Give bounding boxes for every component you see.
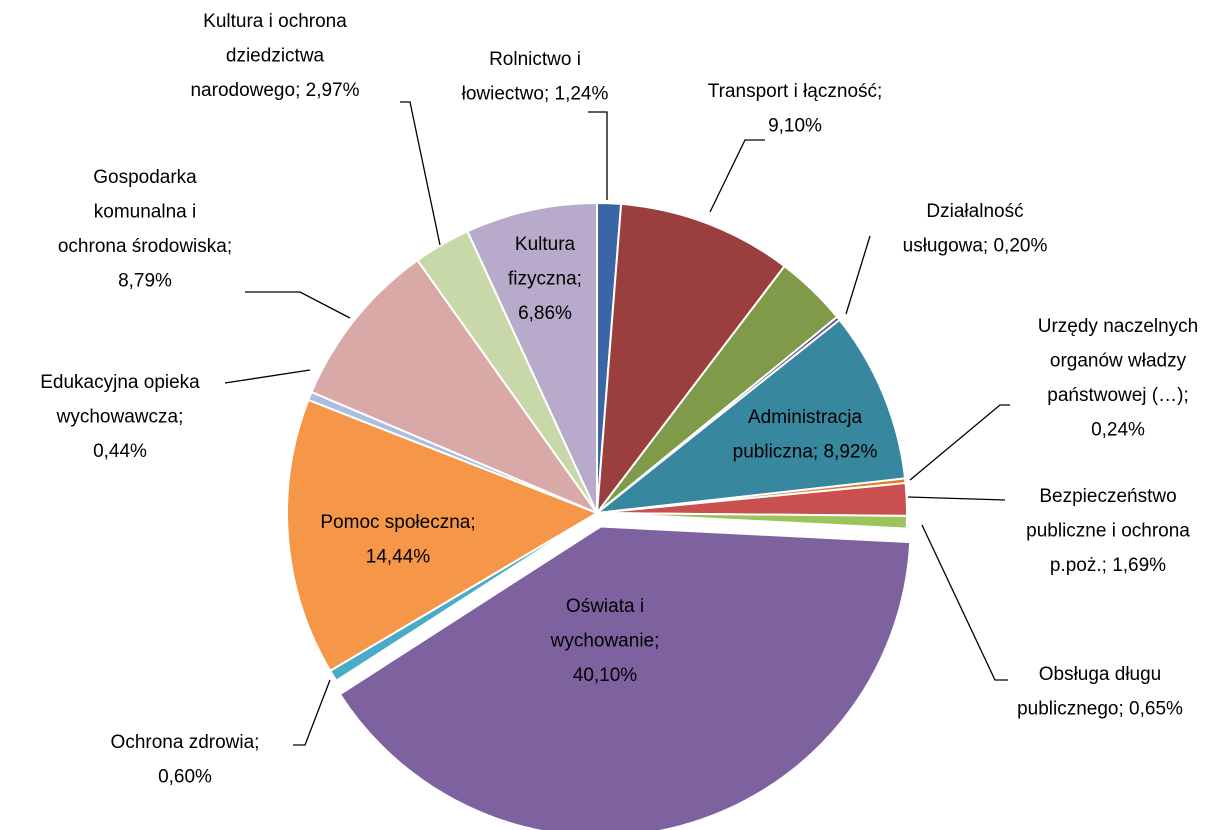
slice-label: Kultura	[515, 234, 576, 255]
slice-label: organów władzy	[1050, 351, 1187, 372]
leader-line	[245, 291, 351, 319]
pie-slice	[310, 258, 600, 516]
leader-line	[588, 111, 608, 200]
leader-line	[709, 139, 765, 213]
leader-line	[293, 679, 331, 746]
slice-label: Obsługa długu	[1039, 664, 1162, 685]
slice-label: 0,24%	[1091, 420, 1145, 441]
slice-label: publiczne i ochrona	[1026, 521, 1190, 542]
leader-line	[845, 235, 871, 315]
slice-label: Urzędy naczelnych	[1038, 316, 1199, 337]
slice-label: publicznego; 0,65%	[1017, 699, 1183, 720]
slice-label: Rolnictwo i	[489, 49, 581, 70]
slice-label: 14,44%	[366, 547, 431, 568]
pie-slice	[286, 398, 600, 673]
slice-label: Gospodarka	[93, 167, 197, 188]
leader-line	[400, 101, 441, 246]
slice-label: Ochrona zdrowia;	[111, 732, 260, 753]
slice-label: Administracja	[748, 407, 862, 428]
leader-line	[909, 404, 1010, 481]
slice-label: Bezpieczeństwo	[1039, 486, 1176, 507]
leader-line	[224, 369, 311, 384]
slice-label: 8,79%	[118, 271, 172, 292]
pie-slice	[466, 201, 598, 514]
leader-line	[907, 496, 1006, 501]
slice-label: wychowawcza;	[56, 407, 184, 428]
slice-label: fizyczna;	[508, 269, 582, 290]
slice-label: Działalność	[926, 201, 1023, 222]
slice-label: ochrona środowiska;	[58, 236, 232, 257]
slice-label: Edukacyjna opieka	[40, 372, 200, 393]
slice-label: dziedzictwa	[226, 46, 325, 67]
slice-label: państwowej (…);	[1047, 385, 1189, 406]
slice-label: Oświata i	[566, 596, 644, 617]
slice-label: 9,10%	[768, 116, 822, 137]
slice-label: publiczna; 8,92%	[733, 442, 878, 463]
slice-label: 6,86%	[518, 303, 572, 324]
slice-label: 0,60%	[158, 767, 212, 788]
slice-label: usługowa; 0,20%	[903, 236, 1048, 257]
leader-line	[921, 524, 1008, 681]
slice-label: komunalna i	[94, 202, 196, 223]
slice-label: narodowego; 2,97%	[190, 80, 359, 101]
slice-label: Kultura i ochrona	[203, 11, 347, 32]
pie-slice	[596, 512, 908, 530]
pie-slice	[338, 525, 912, 830]
slice-label: 40,10%	[573, 665, 638, 686]
pie-slice	[595, 202, 786, 517]
slice-label: Transport i łączność;	[708, 81, 883, 102]
pie-slice	[593, 318, 907, 515]
slice-label: 0,44%	[93, 441, 147, 462]
slice-label: łowiectwo; 1,24%	[462, 84, 609, 105]
slice-label: wychowanie;	[550, 631, 660, 652]
slice-label: Pomoc społeczna;	[320, 512, 475, 533]
slice-label: p.poż.; 1,69%	[1050, 555, 1166, 576]
